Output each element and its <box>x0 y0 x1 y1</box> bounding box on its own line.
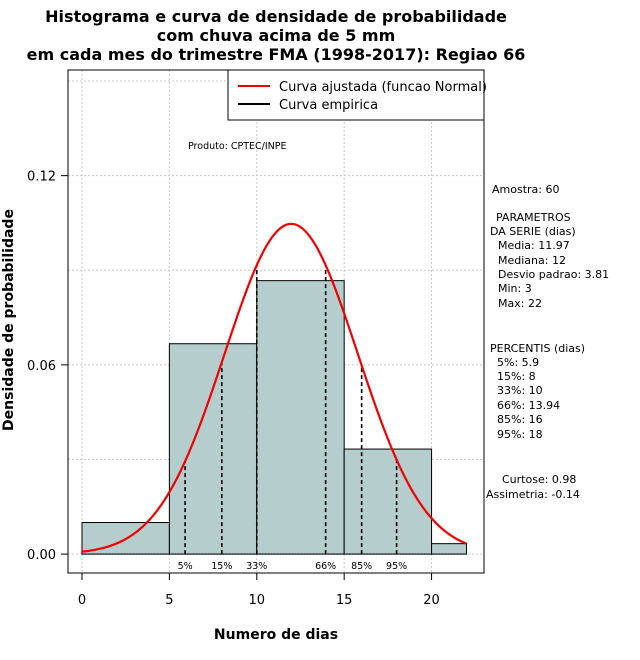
y-tick-label-2: 0.06 <box>27 359 56 374</box>
chart-title-line-1: Histograma e curva de densidade de proba… <box>45 7 507 26</box>
percentile-markers: 5% 15% 33% 66% 85% 95% <box>178 265 407 572</box>
x-tick-label-4: 15 <box>336 593 353 608</box>
legend-box <box>227 69 485 121</box>
percentil-33: 33%: 10 <box>497 384 543 397</box>
x-tick-label-1: 0 <box>78 593 86 608</box>
param-max: Max: 22 <box>498 297 542 310</box>
param-media: Media: 11.97 <box>498 239 570 252</box>
chart-title-line-2: com chuva acima de 5 mm <box>157 26 396 45</box>
percentile-label-4: 66% <box>315 561 336 572</box>
histogram-bar-2 <box>168 343 258 555</box>
normal-curve-path <box>81 222 467 553</box>
params-title-1: PARAMETROS <box>496 211 571 224</box>
legend: Curva ajustada (funcao Normal) Curva emp… <box>227 69 487 121</box>
percentile-label-6: 95% <box>386 561 407 572</box>
product-note: Produto: CPTEC/INPE <box>188 141 287 152</box>
y-axis-label: Densidade de probabilidade <box>1 209 17 431</box>
histogram-bars <box>81 280 468 555</box>
param-mediana: Mediana: 12 <box>498 254 566 267</box>
y-tick-label-3: 0.12 <box>27 170 56 185</box>
curtose: Curtose: 0.98 <box>502 473 576 486</box>
histogram-bar-3 <box>256 280 345 555</box>
y-tick-label-1: 0.00 <box>27 548 56 563</box>
x-axis-label: Numero de dias <box>214 627 338 643</box>
percentile-label-5: 85% <box>351 561 372 572</box>
percentil-66: 66%: 13.94 <box>497 399 560 412</box>
percentile-label-2: 15% <box>211 561 232 572</box>
percentil-5: 5%: 5.9 <box>497 356 539 369</box>
percentis-title: PERCENTIS (dias) <box>490 342 585 355</box>
percentil-85: 85%: 16 <box>497 413 543 426</box>
param-desvio: Desvio padrao: 3.81 <box>498 268 609 281</box>
percentil-15: 15%: 8 <box>497 370 536 383</box>
sample-size: Amostra: 60 <box>492 183 559 196</box>
x-tick-label-2: 5 <box>165 593 173 608</box>
param-min: Min: 3 <box>498 282 532 295</box>
normal-curve <box>81 222 467 553</box>
chart-title-line-3: em cada mes do trimestre FMA (1998-2017)… <box>27 45 526 64</box>
legend-label-empirical: Curva empirica <box>279 98 378 113</box>
legend-label-normal: Curva ajustada (funcao Normal) <box>279 80 487 95</box>
percentile-label-1: 5% <box>178 561 193 572</box>
params-title-2: DA SERIE (dias) <box>490 225 576 238</box>
x-tick-label-5: 20 <box>423 593 440 608</box>
stats-panel: Amostra: 60 PARAMETROS DA SERIE (dias) M… <box>486 183 609 501</box>
x-tick-label-3: 10 <box>248 593 265 608</box>
percentile-label-3: 33% <box>246 561 267 572</box>
histogram-bar-4 <box>343 448 433 555</box>
histogram-bar-5 <box>431 543 468 555</box>
assimetria: Assimetria: -0.14 <box>486 488 580 501</box>
percentil-95: 95%: 18 <box>497 428 543 441</box>
